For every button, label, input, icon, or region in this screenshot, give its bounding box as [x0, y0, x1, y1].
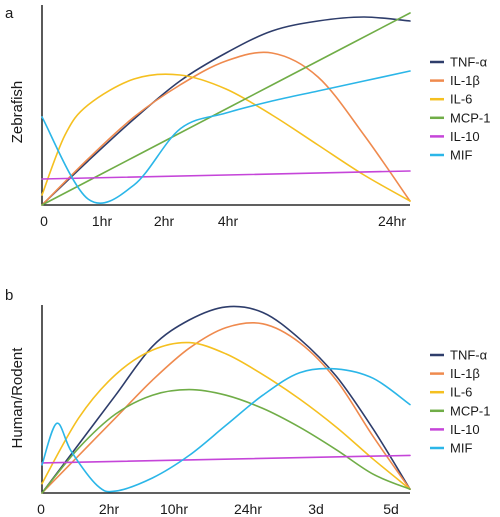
x-tick-label: 2hr: [154, 213, 175, 229]
x-tick-label: 24hr: [234, 501, 262, 517]
series-line-il-6: [41, 341, 411, 490]
legend-label: IL-10: [450, 129, 480, 144]
x-tick-label: 10hr: [160, 501, 188, 517]
x-tick-label: 3d: [308, 501, 324, 517]
chart-panel-a: a Zebrafish 0 1hr 2hr 4hr 24hr TNF-α IL-1β IL-6 MC…: [5, 5, 490, 229]
x-tick-label: 24hr: [378, 213, 406, 229]
legend: TNF-α IL-1β IL-6 MCP-1 IL-10 MIF: [430, 348, 490, 456]
panel-letter: b: [5, 287, 13, 304]
series-line-il-10: [41, 454, 411, 464]
legend-label: IL-6: [450, 92, 472, 107]
x-tick-label: 2hr: [99, 501, 120, 517]
x-tick-label: 5d: [383, 501, 399, 517]
series-line-tnf: [41, 16, 411, 206]
x-tick-label: 4hr: [218, 213, 239, 229]
chart-panel-b: b Human/Rodent 0 2hr 10hr 24hr 3d 5d TNF-α IL-1β I…: [5, 287, 490, 517]
series-line-mif: [41, 367, 411, 493]
legend-label: MCP-1: [450, 403, 490, 418]
y-axis-label: Zebrafish: [9, 81, 26, 144]
x-tick-label: 1hr: [92, 213, 113, 229]
y-axis-label: Human/Rodent: [9, 347, 26, 449]
series-line-il-10: [41, 170, 411, 180]
series-line-il-1: [41, 321, 411, 494]
legend-label: IL-1β: [450, 366, 480, 381]
legend-label: IL-10: [450, 422, 480, 437]
x-tick-label: 0: [37, 501, 45, 517]
legend-label: TNF-α: [450, 55, 488, 70]
series-line-mcp-1: [41, 12, 411, 206]
panel-letter: a: [5, 5, 14, 22]
series-line-il-1: [41, 51, 411, 206]
series-line-il-6: [41, 73, 411, 202]
legend-label: IL-1β: [450, 73, 480, 88]
series-line-mif: [41, 70, 411, 205]
legend-label: MIF: [450, 441, 472, 456]
legend-label: IL-6: [450, 385, 472, 400]
legend-label: MCP-1: [450, 110, 490, 125]
series-line-mcp-1: [41, 388, 411, 494]
legend-label: TNF-α: [450, 348, 488, 363]
series-line-tnf: [41, 305, 411, 494]
legend: TNF-α IL-1β IL-6 MCP-1 IL-10 MIF: [430, 55, 490, 163]
x-tick-label: 0: [40, 213, 48, 229]
legend-label: MIF: [450, 148, 472, 163]
